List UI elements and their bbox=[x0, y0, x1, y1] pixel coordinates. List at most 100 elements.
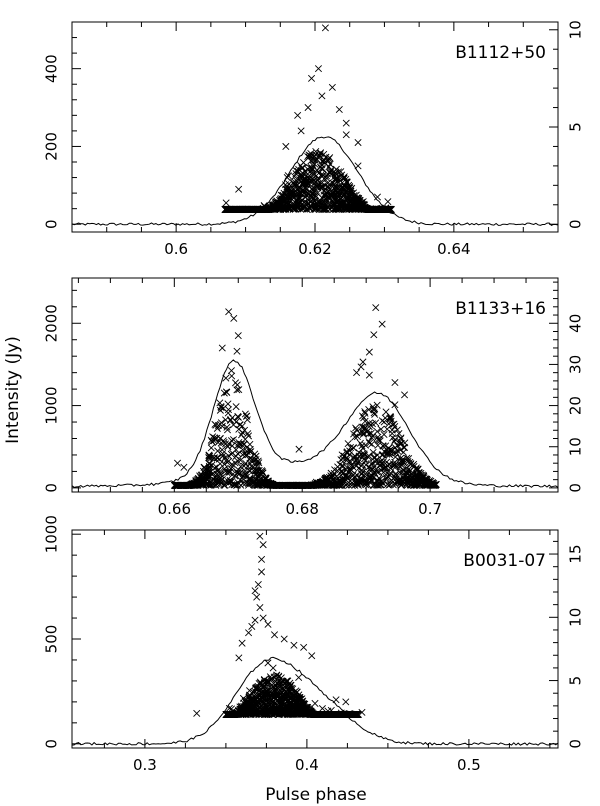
single-pulse-point bbox=[414, 465, 422, 473]
x-tick-label: 0.64 bbox=[437, 240, 470, 258]
single-pulse-point bbox=[365, 371, 373, 379]
single-pulse-point bbox=[269, 664, 277, 672]
single-pulse-point bbox=[225, 452, 233, 460]
single-pulse-point bbox=[234, 413, 242, 421]
single-pulse-point bbox=[258, 555, 266, 563]
single-pulse-point bbox=[347, 187, 355, 195]
single-pulse-point bbox=[229, 449, 237, 457]
single-pulse-point bbox=[256, 472, 264, 480]
single-pulse-point bbox=[298, 180, 306, 188]
single-pulse-point bbox=[241, 205, 249, 213]
single-pulse-point bbox=[369, 205, 377, 213]
single-pulse-point bbox=[289, 205, 297, 213]
single-pulse-point bbox=[353, 455, 361, 463]
single-pulse-point bbox=[391, 458, 399, 466]
single-pulse-point bbox=[309, 170, 318, 178]
y-tick-label-left: 0 bbox=[43, 739, 61, 749]
single-pulse-point bbox=[251, 587, 259, 595]
single-pulse-point bbox=[311, 170, 319, 178]
single-pulse-point bbox=[377, 425, 385, 433]
single-pulse-point bbox=[358, 461, 366, 469]
single-pulse-point bbox=[322, 710, 330, 718]
single-pulse-point bbox=[246, 448, 254, 456]
single-pulse-point bbox=[333, 177, 341, 185]
y-tick-label-right: 10 bbox=[567, 437, 585, 456]
single-pulse-point bbox=[353, 433, 361, 441]
single-pulse-point bbox=[242, 205, 250, 213]
single-pulse-point bbox=[190, 479, 198, 487]
single-pulse-point bbox=[361, 408, 369, 416]
single-pulse-point bbox=[236, 421, 244, 429]
single-pulse-point bbox=[241, 480, 249, 488]
single-pulse-point bbox=[397, 435, 405, 443]
single-pulse-point bbox=[299, 164, 307, 172]
single-pulse-point bbox=[399, 474, 407, 482]
single-pulse-point bbox=[367, 474, 375, 482]
single-pulse-point bbox=[328, 83, 336, 91]
single-pulse-point bbox=[244, 462, 252, 470]
single-pulse-point bbox=[302, 190, 310, 198]
single-pulse-point bbox=[374, 441, 382, 449]
single-pulse-point bbox=[289, 179, 297, 187]
single-pulse-point bbox=[290, 181, 298, 189]
panel-b0031: 0.3 0.4 0.5 0 500 1000 0 5 10 15 B0031-07 bbox=[43, 515, 585, 774]
single-pulse-point bbox=[222, 374, 230, 382]
single-pulse-point bbox=[373, 427, 381, 436]
single-pulse-point bbox=[354, 194, 362, 202]
single-pulse-point bbox=[264, 620, 272, 628]
single-pulse-point bbox=[272, 673, 280, 681]
single-pulse-point bbox=[234, 469, 242, 477]
single-pulse-point bbox=[395, 477, 403, 485]
single-pulse-point bbox=[217, 404, 225, 412]
single-pulse-point bbox=[173, 459, 182, 467]
single-pulse-point bbox=[347, 458, 355, 466]
single-pulse-point bbox=[273, 671, 281, 679]
single-pulse-point bbox=[235, 185, 243, 193]
single-pulse-point bbox=[237, 456, 245, 464]
single-pulse-point bbox=[373, 451, 382, 459]
single-pulse-point bbox=[252, 452, 260, 460]
single-pulse-point bbox=[417, 479, 425, 487]
single-pulse-point bbox=[251, 205, 259, 213]
single-pulse-point bbox=[222, 478, 230, 486]
single-pulse-point bbox=[339, 192, 347, 200]
single-pulse-point bbox=[264, 479, 272, 487]
single-pulse-point bbox=[380, 205, 388, 213]
single-pulse-point bbox=[358, 442, 366, 450]
single-pulse-point bbox=[221, 465, 229, 473]
single-pulse-point bbox=[335, 710, 343, 718]
single-pulse-point bbox=[306, 710, 314, 718]
single-pulse-point bbox=[368, 440, 376, 448]
single-pulse-point bbox=[213, 424, 221, 432]
single-pulse-point bbox=[255, 459, 263, 467]
single-pulse-point bbox=[266, 205, 274, 213]
single-pulse-point bbox=[264, 691, 272, 699]
single-pulse-point bbox=[291, 172, 299, 180]
single-pulse-point bbox=[263, 479, 271, 487]
single-pulse-point bbox=[246, 466, 254, 474]
single-pulse-point bbox=[326, 169, 334, 177]
single-pulse-point bbox=[407, 481, 415, 489]
single-pulse-point bbox=[231, 459, 239, 467]
y-axis-label: Intensity (Jy) bbox=[3, 336, 23, 444]
single-pulse-point bbox=[356, 429, 364, 437]
y-tick-label-right: 0 bbox=[567, 483, 585, 493]
pulsar-name-label: B1112+50 bbox=[455, 43, 546, 63]
single-pulse-point bbox=[214, 466, 222, 474]
single-pulse-point bbox=[217, 419, 225, 427]
single-pulse-point bbox=[282, 701, 290, 709]
single-pulse-point bbox=[360, 455, 368, 463]
single-pulse-point bbox=[361, 409, 369, 417]
single-pulse-point bbox=[262, 479, 270, 487]
single-pulse-point bbox=[288, 481, 296, 489]
single-pulse-point bbox=[209, 433, 217, 441]
single-pulse-point bbox=[241, 410, 249, 418]
single-pulse-point bbox=[222, 205, 230, 213]
single-pulse-point bbox=[239, 446, 247, 454]
single-pulse-point bbox=[233, 709, 241, 717]
single-pulse-point bbox=[225, 440, 233, 448]
single-pulse-point bbox=[392, 449, 400, 457]
single-pulse-point bbox=[330, 202, 338, 210]
x-tick-label: 0.66 bbox=[158, 500, 191, 518]
